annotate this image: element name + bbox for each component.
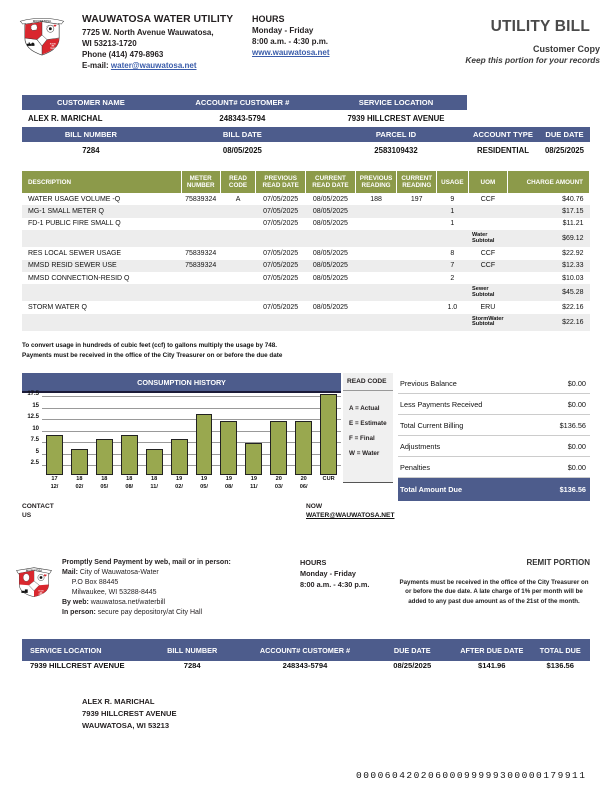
svg-text:TRUST: TRUST (50, 48, 56, 50)
